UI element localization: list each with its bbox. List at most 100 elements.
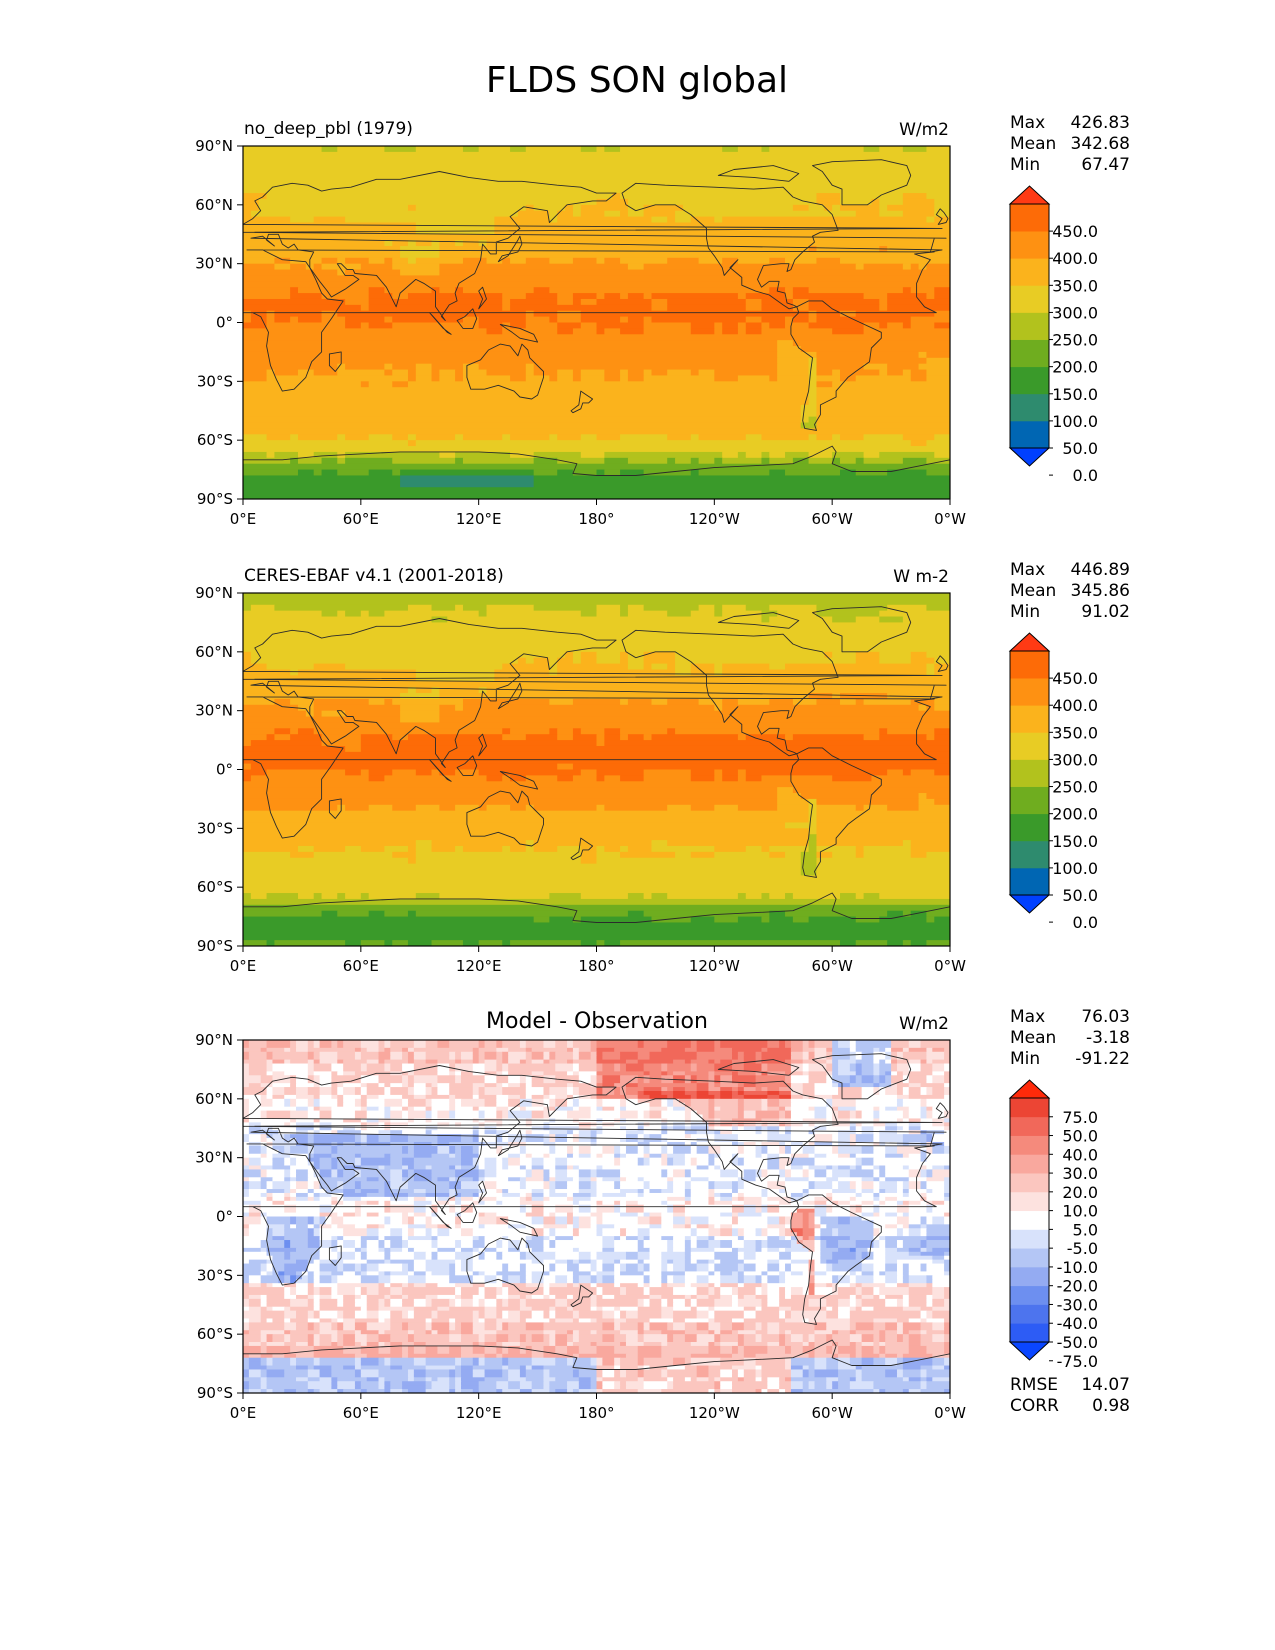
coastline-0 [243,1143,937,1286]
coastline-11 [935,1102,949,1119]
coastline-4 [466,790,544,847]
coastline-1 [243,618,947,768]
colorbar-extend-min [1008,894,1051,914]
stat-value: 76.03 [1081,1007,1130,1027]
colorbar-segment [1010,1098,1049,1118]
colorbar-label: 30.0 [1062,1164,1098,1183]
coastline-6 [812,1053,912,1100]
colorbar-segment [1010,420,1049,449]
coastline-5 [243,1339,950,1393]
colorbar-segment [1010,867,1049,896]
coastline-2 [621,1076,839,1204]
coastline-14 [478,286,487,310]
colorbar-segment [1010,1154,1049,1174]
colorbar-extend-max [1008,1079,1051,1099]
x-tick-label: 60°E [343,957,379,975]
coastline-10 [497,682,523,710]
coastlines [243,606,950,946]
y-tick-label: 60°N [195,196,233,214]
colorbar-segment [1010,258,1049,286]
x-tick-label: 120°W [689,957,740,975]
metric-value: 0.98 [1092,1396,1130,1416]
panel-difference: 0°E 60°E 120°E 180° 120°W 60°W 0°W 90°N 60°N 30°N… [195,1007,1130,1422]
colorbar-segment [1010,1135,1049,1155]
x-tick-label: 0°E [230,1404,257,1422]
coastline-15 [717,612,800,629]
coastline-9 [499,771,539,790]
heatmap-field [243,146,950,499]
panel-units: W/m2 [899,120,949,140]
y-tick-label: 60°N [195,1090,233,1108]
coastline-12 [570,1284,594,1308]
colorbar-label: 40.0 [1062,1145,1098,1164]
axes: 0°E 60°E 120°E 180° 120°W 60°W 0°W 90°N 60°N 30°N… [195,584,966,975]
colorbar-segment [1010,1173,1049,1193]
metric-value: 14.07 [1081,1375,1130,1395]
stats: Max 426.83 Mean 342.68 Min 67.47 [1010,113,1130,175]
x-tick-label: 60°E [343,510,379,528]
panel-title: no_deep_pbl (1979) [244,119,413,139]
colorbar-label: 450.0 [1052,222,1098,241]
colorbar-segment [1010,1323,1049,1343]
colorbar-frame [1009,650,1050,896]
colorbar-label: 0.0 [1073,466,1098,485]
x-tick-label: 60°W [811,1404,853,1422]
stat-value: 67.47 [1081,155,1130,175]
colorbar-label: 200.0 [1052,805,1098,824]
y-tick-label: 90°N [195,1031,233,1049]
colorbar-segment [1010,1229,1049,1249]
colorbar-label: 0.0 [1073,913,1098,932]
x-tick-label: 0°W [934,1404,966,1422]
coastline-3 [790,300,882,431]
x-tick-label: 180° [578,957,614,975]
colorbar-segment [1010,1191,1049,1212]
coastline-13 [328,351,342,372]
y-tick-label: 90°S [197,937,233,955]
colorbar: 450.0 400.0 350.0 300.0 250.0 200.0 150.0 100.0… [1008,185,1098,485]
colorbar-frame [1009,203,1050,449]
colorbar-label: 100.0 [1052,859,1098,878]
coastline-14 [478,733,487,757]
colorbar-label: 300.0 [1052,750,1098,769]
axes: 0°E 60°E 120°E 180° 120°W 60°W 0°W 90°N 60°N 30°N… [195,1031,966,1422]
colorbar-segment [1010,231,1049,259]
coastline-5 [243,892,950,946]
coastline-10 [497,1129,523,1157]
colorbar-segment [1010,1116,1049,1136]
x-tick-label: 60°W [811,957,853,975]
y-tick-label: 0° [216,1208,233,1226]
x-tick-label: 60°E [343,1404,379,1422]
colorbar-extend-min [1008,447,1051,467]
x-tick-label: 120°W [689,1404,740,1422]
coastline-15 [717,165,800,182]
figure-title: FLDS SON global [486,60,788,101]
coastline-11 [935,208,949,225]
coastline-12 [570,837,594,861]
x-tick-label: 120°E [456,1404,502,1422]
panel-units: W m-2 [893,567,949,587]
y-tick-label: 30°S [197,1266,233,1284]
colorbar-label: 75.0 [1062,1108,1098,1127]
stat-value: -91.22 [1075,1049,1130,1069]
coastline-12 [570,390,594,414]
colorbar-segment [1010,678,1049,706]
stat-label: Min [1010,1049,1040,1069]
heatmap-field [243,593,950,946]
y-tick-label: 60°N [195,643,233,661]
stat-label: Min [1010,155,1040,175]
y-tick-label: 0° [216,761,233,779]
colorbar-segment [1010,393,1049,422]
stats: Max 76.03 Mean -3.18 Min -91.22 [1010,1007,1130,1069]
coastline-14 [478,1180,487,1204]
coastline-11 [935,655,949,672]
y-tick-label: 60°S [197,1325,233,1343]
stat-value: 446.89 [1071,560,1130,580]
stat-value: 91.02 [1081,602,1130,622]
coastline-13 [328,1245,342,1266]
colorbar-segment [1010,1210,1049,1230]
colorbar-label: -20.0 [1057,1277,1098,1296]
colorbar-extend-min [1008,1341,1051,1361]
y-tick-label: 90°N [195,584,233,602]
colorbar: 75.050.040.030.020.010.05.0-5.0-10.0-20.… [1008,1079,1098,1371]
colorbar-label: 10.0 [1062,1202,1098,1221]
